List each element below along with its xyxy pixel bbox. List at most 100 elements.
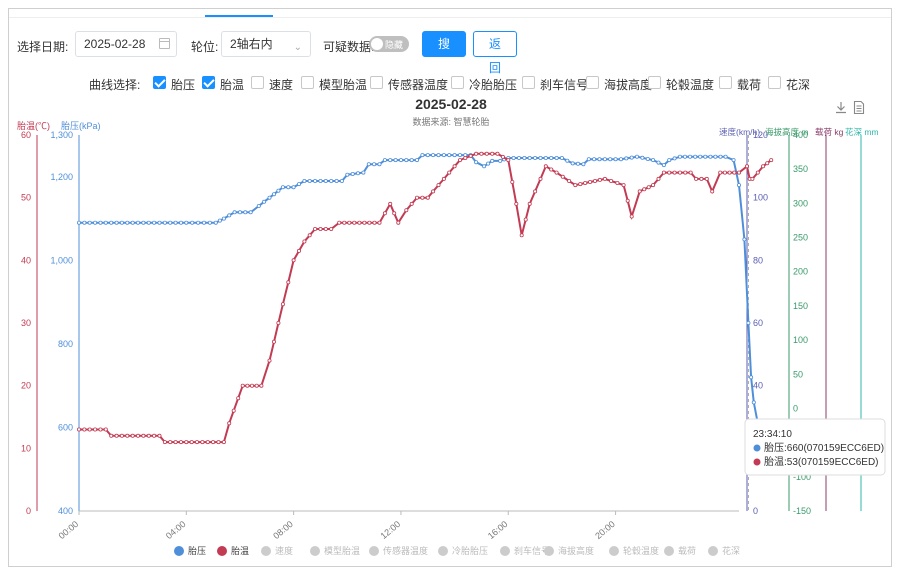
series-point (291, 185, 296, 190)
series-point (640, 155, 645, 160)
back-button[interactable]: 返 回 (473, 31, 517, 75)
curve-select-label: 曲线选择: (89, 78, 141, 92)
series-point (554, 156, 559, 161)
series-point (382, 158, 387, 163)
series-point (231, 408, 236, 413)
series-point (533, 156, 538, 161)
series-point (533, 189, 538, 194)
series-point (256, 204, 261, 209)
series-point (398, 158, 403, 163)
series-point (583, 181, 588, 186)
legend-item-8[interactable]: 轮毂温度 (609, 545, 659, 556)
series-point (162, 220, 167, 225)
series-point (125, 433, 130, 438)
legend-item-5[interactable]: 冷胎胎压 (438, 545, 488, 556)
series-point (237, 210, 242, 215)
series-point (337, 220, 342, 225)
document-icon[interactable] (853, 100, 865, 115)
series-point (635, 154, 640, 159)
pressure-tick-label: 600 (58, 422, 73, 432)
series-point (286, 280, 291, 285)
series-point (114, 220, 119, 225)
series-point (621, 183, 626, 188)
series-point (722, 170, 727, 175)
legend-marker (310, 546, 320, 556)
series-point (718, 170, 723, 175)
series-point (609, 179, 614, 184)
series-point (645, 157, 650, 162)
series-point (710, 189, 715, 194)
series-point (637, 189, 642, 194)
series-point (749, 375, 754, 380)
legend-item-2[interactable]: 速度 (261, 545, 293, 556)
series-point (672, 170, 677, 175)
series-point (543, 156, 548, 161)
series-point (276, 188, 281, 193)
suspect-data-toggle[interactable]: 隐藏 (369, 36, 409, 52)
series-point (259, 383, 264, 388)
series-point (527, 156, 532, 161)
series-point (307, 179, 312, 184)
filter-toolbar: 选择日期: 2025-02-28 轮位: 2轴右内 ⌄ 可疑数据: 隐藏 搜 索… (17, 31, 877, 75)
altitude-tick-label: -150 (793, 506, 811, 516)
series-point (184, 440, 189, 445)
series-point (82, 427, 87, 432)
pressure-tick-label: 1,000 (50, 255, 73, 265)
series-point (409, 201, 414, 206)
series-point (479, 151, 484, 156)
x-tick-label: 20:00 (593, 519, 617, 541)
legend-item-0[interactable]: 胎压 (174, 545, 206, 556)
series-point (323, 179, 328, 184)
legend-item-10[interactable]: 花深 (708, 545, 740, 556)
series-point (538, 156, 543, 161)
series-point (625, 198, 630, 203)
series-point (484, 151, 489, 156)
checkbox-box (301, 76, 314, 89)
series-point (196, 220, 201, 225)
series-point (578, 182, 583, 187)
series-point (307, 233, 312, 238)
active-tab-indicator (205, 15, 273, 17)
legend-item-4[interactable]: 传感器温度 (369, 545, 428, 556)
series-point (339, 179, 344, 184)
curve-checkbox-label: 刹车信号 (540, 78, 589, 92)
wheel-position-select[interactable]: 2轴右内 ⌄ (221, 31, 311, 57)
series-point (276, 320, 281, 325)
series-point (656, 160, 661, 165)
series-point (409, 158, 414, 163)
series-point (486, 161, 491, 166)
date-picker[interactable]: 2025-02-28 (75, 31, 177, 57)
series-point (713, 154, 718, 159)
series-point (280, 302, 285, 307)
legend-item-1[interactable]: 胎温 (217, 545, 249, 556)
series-point (742, 237, 747, 242)
legend-label: 传感器温度 (383, 545, 428, 556)
download-icon[interactable] (836, 102, 846, 114)
series-point (495, 151, 500, 156)
chart-canvas: 2025-02-28 数据来源: 智慧轮胎 胎温(℃) 胎压(kPa) 0 10 20 30 4… (17, 96, 886, 556)
legend-marker (664, 546, 674, 556)
series-point (593, 179, 598, 184)
altitude-tick-label: 350 (793, 164, 808, 174)
search-button[interactable]: 搜 索 (422, 31, 466, 75)
series-point (732, 170, 737, 175)
checkbox-box (370, 76, 383, 89)
series-point (329, 226, 334, 231)
legend-item-7[interactable]: 海拔高度 (544, 545, 594, 556)
pressure-tick-label: 800 (58, 339, 73, 349)
series-line-0 (79, 154, 771, 470)
curve-checkbox-label: 胎温 (220, 78, 245, 92)
series-point (447, 170, 452, 175)
series-point (436, 153, 441, 158)
series-point (708, 154, 713, 159)
temp-tick-label: 60 (21, 130, 31, 140)
legend-item-9[interactable]: 载荷 (664, 545, 696, 556)
legend-item-6[interactable]: 刹车信号 (500, 545, 550, 556)
series-point (366, 162, 371, 167)
curve-checkbox-label: 模型胎温 (319, 78, 368, 92)
tooltip-dot (753, 458, 761, 466)
series-point (217, 218, 222, 223)
series-point (570, 161, 575, 166)
tooltip-row: 胎温:53(070159ECC6ED) (764, 455, 879, 468)
legend-item-3[interactable]: 模型胎温 (310, 545, 360, 556)
